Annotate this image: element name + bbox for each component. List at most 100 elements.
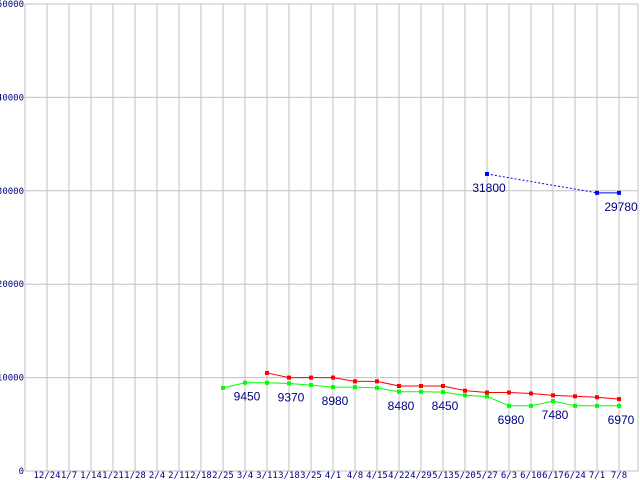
y-axis-ticks: 0 10000 20000 30000 40000 50000: [0, 0, 24, 477]
data-label: 9370: [278, 390, 305, 404]
data-point: [287, 381, 291, 386]
y-tick-label: 20000: [0, 280, 24, 290]
series-segment: [354, 386, 378, 389]
data-point: [397, 384, 401, 389]
x-tick-label: 1/14: [80, 471, 102, 480]
data-label: 29780: [604, 200, 638, 214]
x-tick-label: 3/25: [300, 471, 322, 480]
series-segment: [464, 394, 488, 397]
x-tick-label: 4/29: [410, 471, 432, 480]
x-tick-label: 5/20: [454, 471, 476, 480]
data-point: [529, 391, 533, 396]
x-tick-label: 5/27: [476, 471, 498, 480]
data-point: [573, 394, 577, 399]
data-point: [507, 390, 511, 395]
data-point: [551, 393, 555, 398]
series-segment: [552, 400, 576, 407]
x-tick-label: 4/8: [347, 471, 363, 480]
data-point: [485, 390, 489, 395]
series-segment: [574, 395, 598, 398]
data-label: 8450: [432, 399, 459, 413]
series-green: [221, 380, 621, 408]
series-segment: [266, 372, 290, 379]
y-tick-label: 0: [19, 467, 24, 477]
data-point: [243, 380, 247, 385]
data-labels: 31800 29780 9450 9370 8980 8480 8450 6980 7480 69…: [234, 181, 638, 427]
y-tick-label: 10000: [0, 374, 24, 384]
data-point: [485, 394, 489, 399]
data-point: [265, 380, 269, 385]
series-segment: [310, 384, 334, 388]
data-point: [595, 403, 599, 408]
x-tick-label: 2/25: [212, 471, 234, 480]
x-tick-label: 12/24: [33, 471, 60, 480]
series-segment: [332, 377, 356, 382]
data-point: [485, 171, 489, 176]
series-segment: [486, 173, 598, 194]
data-label: 6970: [608, 413, 635, 427]
data-label: 7480: [542, 408, 569, 422]
series-blue: [485, 171, 621, 195]
series-segment: [530, 392, 554, 396]
x-tick-label: 6/3: [501, 471, 517, 480]
y-tick-label: 40000: [0, 93, 24, 103]
x-tick-label: 2/4: [149, 471, 165, 480]
x-tick-label: 6/10: [520, 471, 542, 480]
data-point: [375, 385, 379, 390]
series-segment: [464, 390, 488, 394]
series-segment: [442, 391, 466, 396]
x-tick-label: 3/18: [278, 471, 300, 480]
x-tick-label: 6/24: [564, 471, 586, 480]
x-tick-label: 6/17: [542, 471, 564, 480]
x-tick-label: 7/8: [611, 471, 627, 480]
series-segment: [376, 387, 400, 393]
data-point: [419, 384, 423, 389]
data-point: [265, 370, 269, 375]
data-point: [551, 399, 555, 404]
data-label: 8980: [322, 394, 349, 408]
x-tick-label: 1/28: [124, 471, 146, 480]
series-segment: [508, 392, 532, 394]
data-point: [419, 389, 423, 394]
data-point: [331, 375, 335, 380]
series-segment: [266, 382, 290, 384]
data-point: [221, 385, 225, 390]
x-tick-label: 3/4: [237, 471, 253, 480]
x-tick-label: 2/11: [168, 471, 190, 480]
data-point: [595, 190, 599, 195]
data-label: 9450: [234, 390, 261, 404]
x-tick-label: 4/1: [325, 471, 341, 480]
x-tick-label: 4/15: [366, 471, 388, 480]
data-point: [463, 388, 467, 393]
data-point: [309, 383, 313, 388]
data-point: [353, 385, 357, 390]
data-label: 8480: [388, 399, 415, 413]
x-tick-label: 7/1: [589, 471, 605, 480]
data-point: [287, 375, 291, 380]
series-segment: [442, 385, 466, 392]
x-tick-label: 2/18: [190, 471, 212, 480]
x-tick-label: 4/22: [388, 471, 410, 480]
data-point: [573, 403, 577, 408]
data-point: [331, 385, 335, 390]
data-point: [529, 403, 533, 408]
series-segment: [530, 400, 554, 407]
series-segment: [486, 396, 510, 407]
data-point: [617, 403, 621, 408]
x-axis-ticks: 12/24 1/7 1/14 1/21 1/28 2/4 2/11 2/18 2/25 3/4 3/…: [33, 471, 627, 480]
data-label: 6980: [498, 413, 525, 427]
series-segment: [288, 382, 312, 386]
data-point: [353, 379, 357, 384]
x-tick-label: 1/7: [61, 471, 77, 480]
data-point: [375, 379, 379, 384]
data-point: [595, 395, 599, 400]
series-segment: [552, 394, 576, 397]
data-point: [397, 389, 401, 394]
series-segment: [376, 380, 400, 387]
data-point: [617, 190, 621, 195]
data-point: [463, 393, 467, 398]
x-tick-label: 1/21: [102, 471, 124, 480]
series-group: [221, 171, 621, 408]
series-segment: [596, 396, 620, 400]
